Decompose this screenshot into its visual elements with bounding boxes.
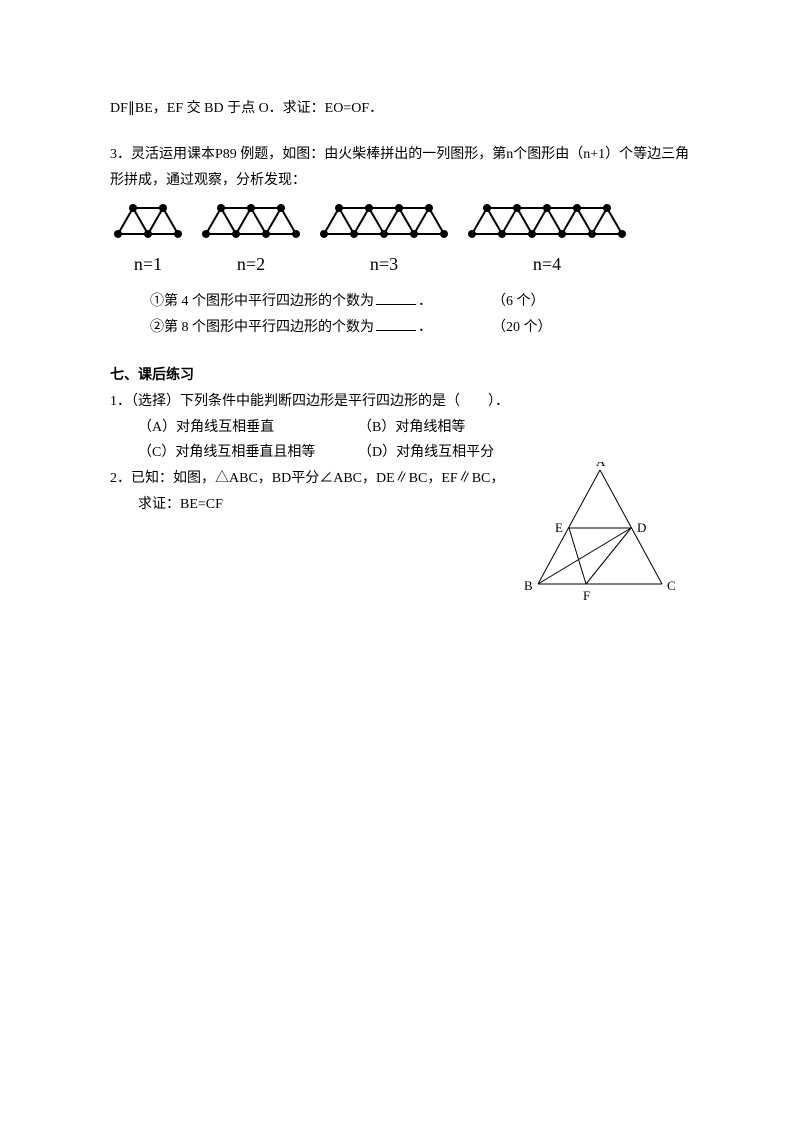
q3-item1-answer: （6 个）: [492, 289, 545, 315]
q1-option-d: （D）对角线互相平分: [358, 440, 494, 466]
svg-text:D: D: [637, 520, 646, 535]
q3-subitems: ①第 4 个图形中平行四边形的个数为 ． （6 个） ②第 8 个图形中平行四边形…: [150, 289, 700, 341]
svg-text:C: C: [667, 578, 676, 593]
matchstick-label: n=1: [134, 248, 162, 281]
q3-item2-answer: （20 个）: [492, 315, 552, 341]
q3-stem: 3．灵活运用课本P89 例题，如图：由火柴棒拼出的一列图形，第n个图形由（n+1…: [110, 142, 700, 194]
q2-triangle-figure: A B C D E F: [520, 462, 700, 612]
q2-line2: 求证：BE=CF: [138, 492, 510, 518]
prev-problem-tail: DF∥BE，EF 交 BD 于点 O．求证：EO=OF．: [110, 96, 700, 122]
q1-option-b: （B）对角线相等: [358, 415, 465, 441]
q1-option-a: （A）对角线互相垂直: [138, 415, 358, 441]
matchstick-label: n=3: [370, 248, 398, 281]
q2-line1: 2．已知：如图，△ABC，BD平分∠ABC，DE∥BC，EF∥BC，: [110, 466, 510, 492]
svg-text:A: A: [596, 462, 606, 469]
q1-option-c: （C）对角线互相垂直且相等: [138, 440, 358, 466]
q3-item1-pre: ①第 4 个图形中平行四边形的个数为: [150, 294, 374, 309]
q3-item1-post: ．: [418, 294, 432, 309]
q3-item2-post: ．: [418, 320, 432, 335]
matchstick-label: n=4: [533, 248, 561, 281]
blank-2: [376, 317, 416, 331]
blank-1: [376, 291, 416, 305]
matchstick-label: n=2: [237, 248, 265, 281]
q1-stem: 1．（选择）下列条件中能判断四边形是平行四边形的是（ ）．: [110, 389, 700, 415]
matchstick-figures: n=1 n=2 n=3 n=4: [110, 200, 700, 281]
svg-text:E: E: [555, 520, 563, 535]
q3-item2-pre: ②第 8 个图形中平行四边形的个数为: [150, 320, 374, 335]
svg-text:B: B: [524, 578, 533, 593]
svg-text:F: F: [583, 588, 590, 602]
q1-options-row1: （A）对角线互相垂直 （B）对角线相等: [138, 415, 700, 441]
section-7-title: 七、课后练习: [110, 363, 700, 389]
